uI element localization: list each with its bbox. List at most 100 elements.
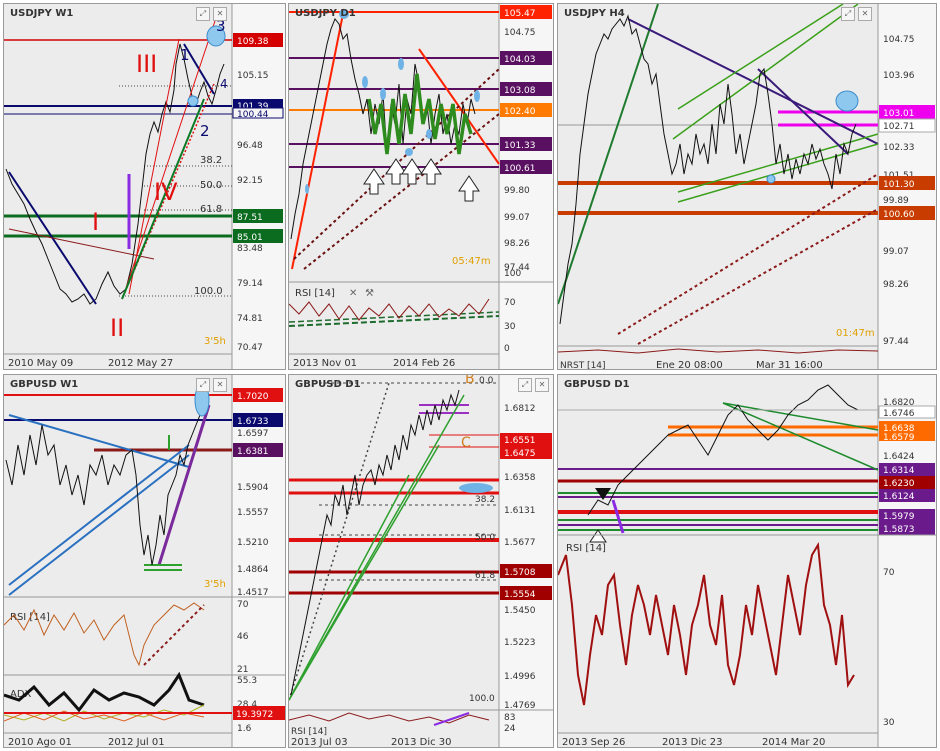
price-label: 1.4864 <box>237 565 269 575</box>
rsi-label: RSI [14] <box>566 543 606 554</box>
price-tag <box>233 443 283 457</box>
price-tag <box>879 206 935 220</box>
price-label: 98.26 <box>504 239 530 249</box>
price-label: 99.07 <box>504 213 530 223</box>
expand-icon[interactable]: ⤢ <box>841 7 855 21</box>
price-tag-label: 103.01 <box>883 109 915 119</box>
price-tag <box>879 421 935 433</box>
rsi-line <box>4 602 205 667</box>
price-label: 1.6131 <box>504 506 536 516</box>
rsi-level: 46 <box>237 632 249 642</box>
date-label: Mar 31 16:00 <box>756 360 823 370</box>
price-label: 1.5210 <box>237 538 269 548</box>
close-icon[interactable]: ✕ <box>213 378 227 392</box>
price-label: 1.6820 <box>883 398 915 408</box>
date-label: 2013 Sep 26 <box>562 737 625 748</box>
price-label: 1.4769 <box>504 701 536 711</box>
price-label: 1.5677 <box>504 538 536 548</box>
date-label: 2013 Dic 30 <box>391 737 452 748</box>
chart-panel-usdjpy-d1[interactable]: 105.47 104.75 104.03 103.08 102.40 101.3… <box>288 3 554 370</box>
price-tag <box>233 209 283 223</box>
panel-buttons: ⤢ ✕ <box>838 7 872 21</box>
price-label: 96.48 <box>237 141 263 151</box>
price-tag-label: 102.40 <box>504 107 536 117</box>
fib-label: 100.0 <box>469 694 495 704</box>
price-tag <box>500 586 552 600</box>
price-label: 99.89 <box>883 196 909 206</box>
rsi-level: 30 <box>883 718 895 728</box>
chart-panel-gbpusd-d1-right[interactable]: 1.6820 1.6746 1.6638 1.6579 1.6424 1.631… <box>557 374 937 748</box>
price-tag-label: 1.5979 <box>883 512 915 522</box>
price-tag-label: 104.03 <box>504 55 536 65</box>
price-label: 1.5557 <box>237 508 269 518</box>
price-tag <box>500 82 552 96</box>
wave-label-4: 4 <box>220 77 228 91</box>
date-label: 2010 Ago 01 <box>8 737 72 748</box>
chart-panel-usdjpy-h4[interactable]: 104.75 103.96 103.01 102.71 102.33 101.5… <box>557 3 937 370</box>
panel-buttons: ⤢ ✕ <box>515 378 549 392</box>
price-tag-label: 1.6638 <box>883 424 915 434</box>
adx-line <box>4 671 205 713</box>
fib-label: 50.0 <box>200 180 222 191</box>
price-tag-label: 85.01 <box>237 233 263 243</box>
wave-label-1: 1 <box>180 46 190 64</box>
price-tag <box>233 388 283 402</box>
price-tag <box>233 229 283 243</box>
rsi-level: 21 <box>237 665 248 675</box>
price-label: 105.15 <box>237 71 269 81</box>
price-tag-label: 101.30 <box>883 180 915 190</box>
price-label: 102.33 <box>883 143 915 153</box>
price-tag <box>500 137 552 151</box>
panel-title: GBPUSD D1 <box>295 379 361 390</box>
fib-label: 61.8 <box>200 204 222 215</box>
price-label: 1.5904 <box>237 483 269 493</box>
price-label: 1.6424 <box>883 452 915 462</box>
price-tag <box>879 476 935 489</box>
chart-panel-usdjpy-w1[interactable]: III IV I II 3 1 2 4 38.2 50.0 61.8 100.0… <box>3 3 286 370</box>
price-tag-label: 100.61 <box>504 164 536 174</box>
date-label: 2014 Feb 26 <box>393 358 455 369</box>
chart-usdjpy-h4: 104.75 103.96 103.01 102.71 102.33 101.5… <box>558 4 936 370</box>
date-label: 2012 Jul 01 <box>108 737 165 748</box>
close-icon: ✕ <box>349 288 357 299</box>
chart-panel-gbpusd-w1[interactable]: 1.7020 1.6733 1.6597 1.6381 1.5904 1.555… <box>3 374 286 748</box>
price-label: 74.81 <box>237 314 263 324</box>
date-label: 2013 Dic 23 <box>662 737 723 748</box>
wrench-icon: ⚒ <box>365 288 374 299</box>
price-tag-label: 1.5554 <box>504 590 536 600</box>
date-label: 2012 May 27 <box>108 358 173 369</box>
rsi-line <box>289 298 490 321</box>
price-tag-label: 1.6230 <box>883 479 915 489</box>
close-icon[interactable]: ✕ <box>858 7 872 21</box>
price-label: 1.4517 <box>237 588 269 598</box>
timeframe-label: 3'5h <box>204 336 226 347</box>
panel-title: GBPUSD W1 <box>10 379 79 390</box>
price-tag-label: 1.5873 <box>883 525 915 535</box>
close-icon[interactable]: ✕ <box>213 7 227 21</box>
rsi-label: RSI [14] <box>291 727 327 737</box>
expand-icon[interactable]: ⤢ <box>196 7 210 21</box>
fib-label: 61.8 <box>475 571 495 581</box>
chart-panel-gbpusd-d1-mid[interactable]: B C 0.0 38.2 50.0 61.8 100.0 1.6812 1.65… <box>288 374 554 748</box>
close-icon[interactable]: ✕ <box>535 378 549 392</box>
price-tag-label: 1.6579 <box>883 433 915 443</box>
chart-gbpusd-w1: 1.7020 1.6733 1.6597 1.6381 1.5904 1.555… <box>4 375 285 748</box>
price-tag-label: 102.71 <box>883 122 915 132</box>
price-line <box>290 389 460 696</box>
price-label: 99.07 <box>883 247 909 257</box>
price-tag <box>500 446 552 459</box>
price-tag-label: 103.08 <box>504 86 536 96</box>
fib-label: 38.2 <box>475 495 495 505</box>
price-tag-label: 1.6124 <box>883 492 915 502</box>
price-tag <box>500 51 552 65</box>
price-tag-label: 101.39 <box>237 102 269 112</box>
expand-icon[interactable]: ⤢ <box>518 378 532 392</box>
adx-tag <box>233 706 285 720</box>
price-label: 70.47 <box>237 343 263 353</box>
panel-title: USDJPY W1 <box>10 8 74 19</box>
expand-icon[interactable]: ⤢ <box>196 378 210 392</box>
price-tag <box>500 160 552 174</box>
price-tag-label: 1.6475 <box>504 449 536 459</box>
price-tag <box>879 431 935 441</box>
price-label: 97.44 <box>504 263 530 273</box>
